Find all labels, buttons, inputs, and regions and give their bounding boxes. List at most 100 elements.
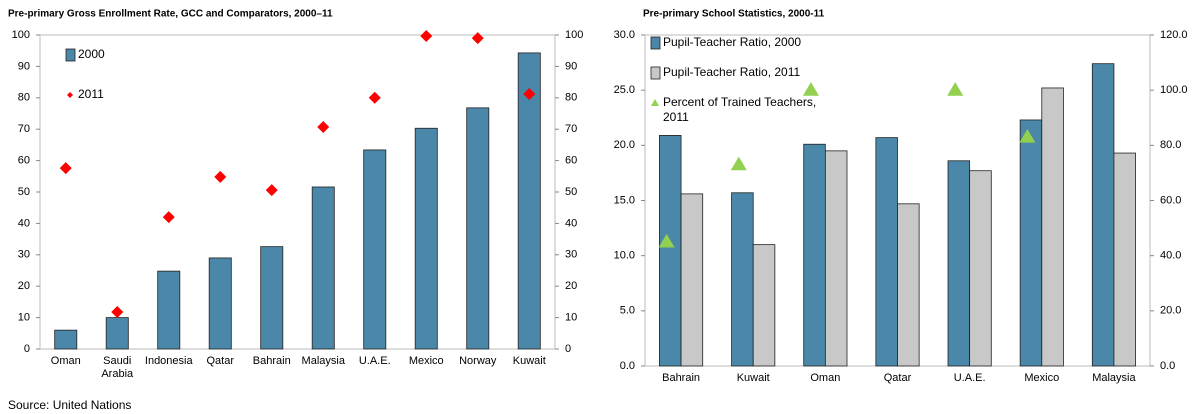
y-tick-label: 90 [18, 60, 30, 72]
triangle-marker [730, 156, 747, 171]
y2-tick-label: 30 [565, 249, 577, 261]
y2-tick-label: 70 [565, 123, 577, 135]
y2-tick-label: 0.0 [1160, 360, 1175, 372]
y-tick-label: 0 [24, 343, 30, 355]
bar [363, 149, 387, 350]
y-tick-label: 30 [18, 249, 30, 261]
bar [311, 186, 335, 350]
diamond-marker [214, 170, 227, 183]
bar [54, 329, 78, 350]
bar [803, 143, 826, 367]
bar [517, 52, 541, 350]
legend-swatch [651, 99, 659, 106]
legend-label: 2011 [78, 87, 104, 101]
x-tick-label: Kuwait [512, 355, 546, 367]
legend-label: Pupil-Teacher Ratio, 2011 [663, 65, 801, 79]
x-tick-label-box: Oman [50, 355, 81, 367]
diamond-marker [368, 91, 381, 104]
y-tick-label: 25.0 [614, 84, 635, 96]
y2-tick-label: 100.0 [1160, 84, 1188, 96]
x-tick-label-box: Mexico [1024, 372, 1060, 384]
x-tick-label: U.A.E. [953, 372, 986, 384]
x-tick-label-box: Indonesia [145, 355, 193, 367]
y2-tick-label: 20.0 [1160, 305, 1181, 317]
x-tick-label: Kuwait [736, 372, 770, 384]
source: Source: United Nations [8, 398, 131, 412]
legend-label-box: 2000 [78, 47, 105, 61]
y-tick-label: 10 [18, 312, 30, 324]
y-tick-label: 40 [18, 217, 30, 229]
y-tick-label: 70 [18, 123, 30, 135]
y-tick-label: 20 [18, 280, 30, 292]
y2-tick-label: 100 [565, 29, 583, 41]
y-tick-label: 0.0 [620, 360, 635, 372]
bar [897, 203, 920, 367]
triangle-marker [947, 82, 964, 96]
x-tick-label: Qatar [883, 372, 912, 384]
x-tick-label-box: Bahrain [662, 372, 700, 384]
y2-tick-label: 20 [565, 280, 577, 292]
y2-tick-label: 0 [565, 343, 571, 355]
y-tick-label: 20.0 [614, 139, 635, 151]
diamond-marker [162, 211, 175, 224]
y2-tick-label: 80 [565, 92, 577, 104]
legend-swatch [65, 48, 76, 62]
x-tick-label: Saudi Arabia [101, 355, 134, 380]
legend-label-box: Pupil-Teacher Ratio, 2000 [663, 35, 802, 49]
x-tick-label: Malaysia [301, 355, 345, 367]
y-tick-label: 5.0 [620, 305, 635, 317]
y-tick-label: 80 [18, 92, 30, 104]
bar [752, 244, 776, 367]
legend-label-box: 2011 [78, 87, 104, 101]
x-tick-label-box: U.A.E. [359, 355, 391, 367]
legend-label: 2000 [78, 47, 105, 61]
x-tick-label-box: Norway [459, 355, 497, 367]
bar [947, 160, 971, 367]
bar [208, 257, 232, 350]
x-tick-label: Norway [459, 355, 497, 367]
x-tick-label: Qatar [206, 355, 234, 367]
diamond-marker [523, 88, 536, 101]
bar [659, 135, 682, 367]
bar [1019, 119, 1043, 367]
x-tick-label-box: Bahrain [253, 355, 291, 367]
chart-title: Pre-primary School Statistics, 2000-11 [643, 9, 825, 20]
diamond-marker [420, 29, 433, 42]
legend-label-box: Percent of Trained Teachers, 2011 [663, 95, 816, 124]
bar [969, 170, 992, 367]
legend-swatch [650, 66, 661, 80]
bar [1113, 152, 1136, 367]
bar [157, 270, 181, 350]
y2-tick-label: 60.0 [1160, 194, 1181, 206]
x-tick-label: Oman [50, 355, 81, 367]
legend-label: Pupil-Teacher Ratio, 2000 [663, 35, 802, 49]
x-tick-label: Mexico [408, 355, 444, 367]
x-tick-label: Mexico [1024, 372, 1060, 384]
bar [466, 107, 490, 350]
y2-tick-label: 90 [565, 60, 577, 72]
bar [414, 127, 438, 350]
x-tick-label-box: Malaysia [301, 355, 345, 367]
x-tick-label-box: Saudi Arabia [101, 355, 134, 380]
legend-swatch [650, 36, 661, 50]
x-tick-label-box: Oman [810, 372, 840, 384]
x-tick-label-box: Malaysia [1092, 372, 1135, 384]
diamond-marker [471, 32, 484, 45]
y-tick-label: 100 [12, 29, 30, 41]
bar [1091, 63, 1115, 367]
y-tick-label: 50 [18, 186, 30, 198]
y2-tick-label: 40 [565, 217, 577, 229]
x-tick-label-box: Qatar [206, 355, 234, 367]
x-tick-label-box: U.A.E. [953, 372, 986, 384]
x-tick-label-box: Qatar [883, 372, 912, 384]
diamond-marker [265, 184, 278, 197]
bar [824, 150, 848, 367]
chart-title: Pre-primary Gross Enrollment Rate, GCC a… [8, 9, 333, 20]
bar [260, 246, 284, 350]
diamond-marker [317, 121, 330, 134]
x-tick-label-box: Kuwait [512, 355, 546, 367]
y-tick-label: 30.0 [614, 29, 635, 41]
bar [731, 192, 754, 367]
legend-swatch [67, 92, 73, 98]
